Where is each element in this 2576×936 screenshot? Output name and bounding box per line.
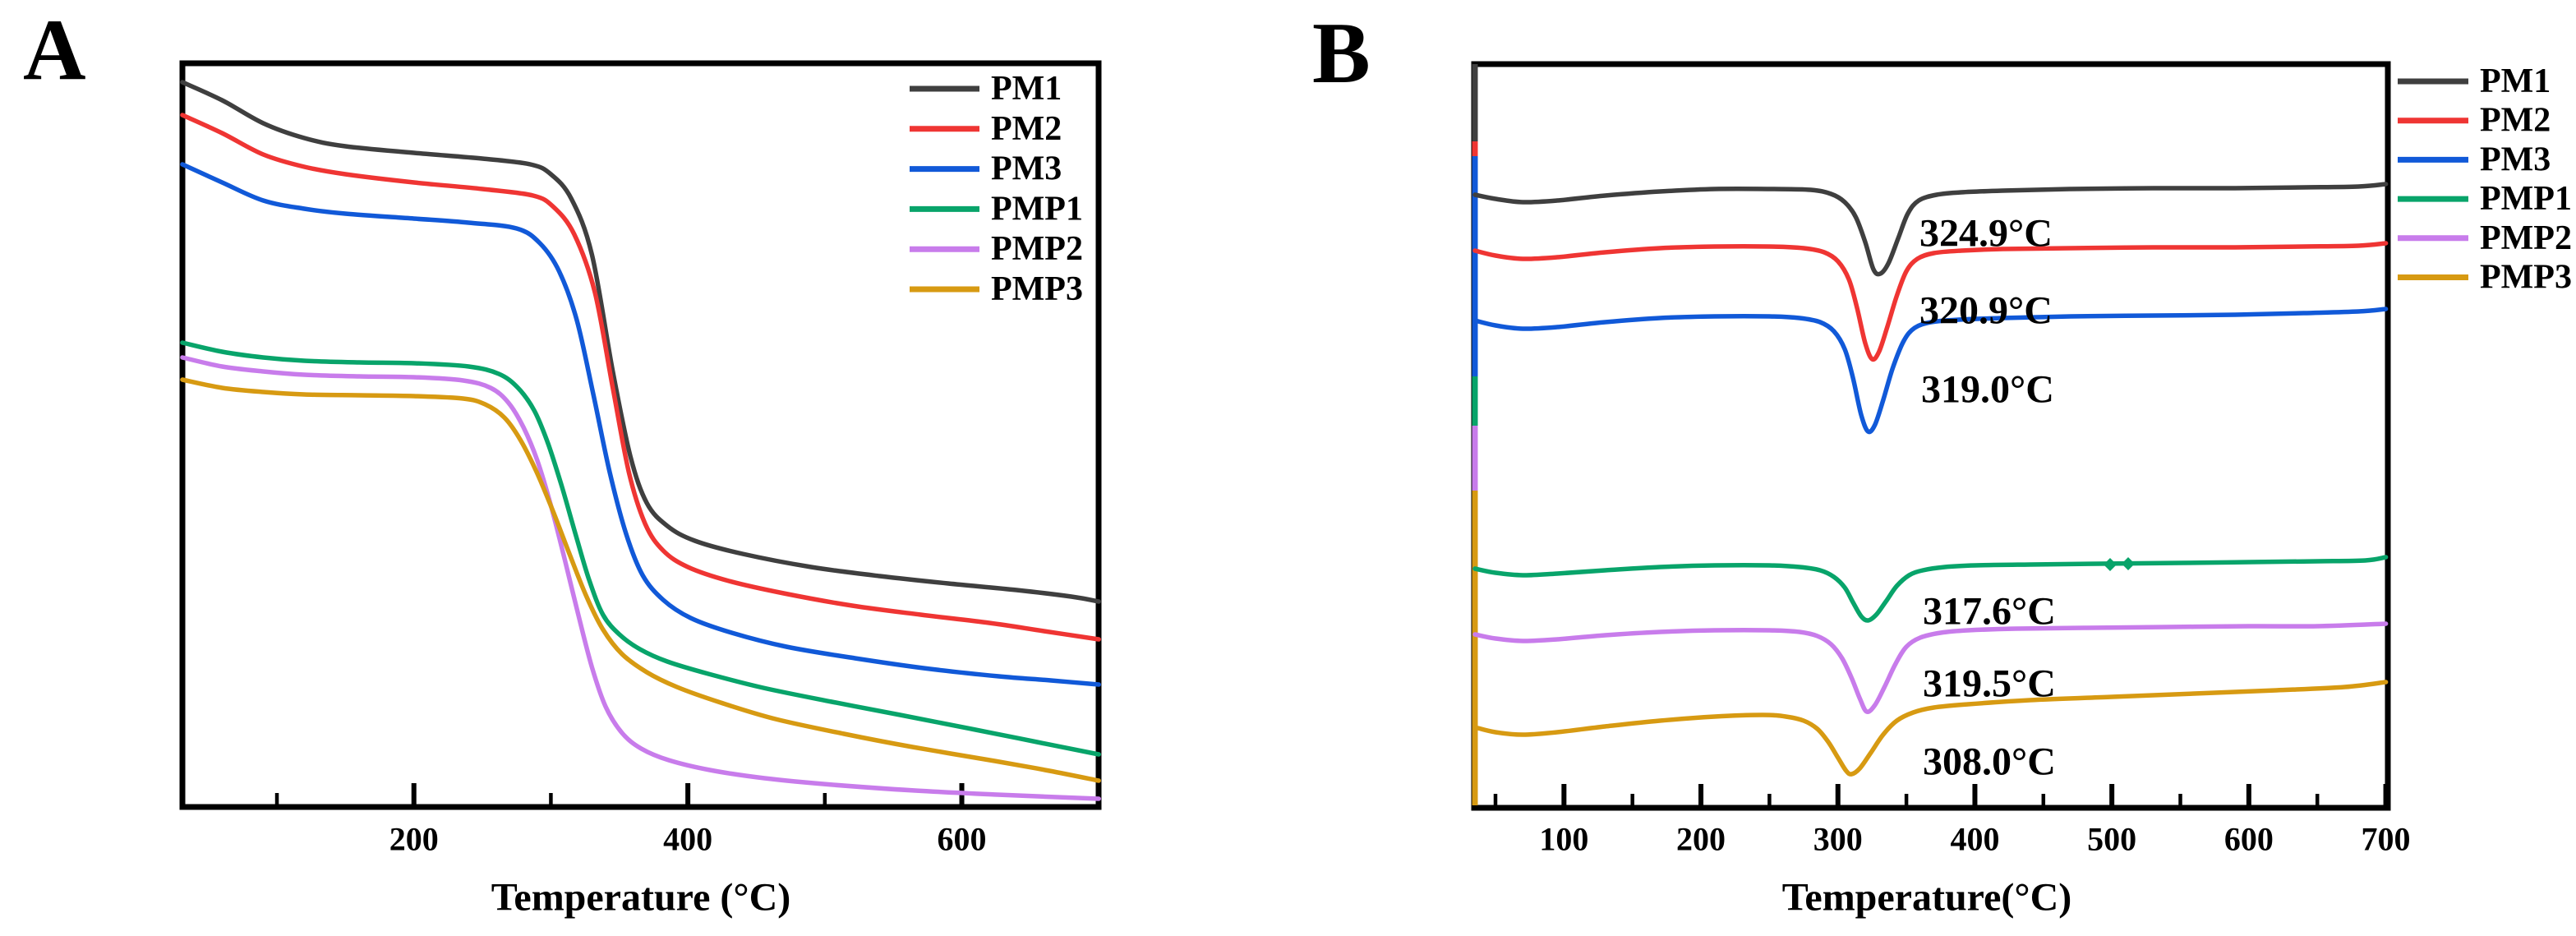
legend-label-B-PMP2: PMP2 — [2480, 219, 2572, 257]
legend-label-A-PM1: PM1 — [991, 70, 1062, 108]
peak-label-PMP1: 317.6°C — [1923, 590, 2056, 634]
legend-label-B-PMP1: PMP1 — [2480, 180, 2572, 218]
curve-PM2-panel-B — [1472, 241, 2389, 362]
panel-a-label: A — [23, 2, 86, 98]
x-tick-label-B-700: 700 — [2362, 821, 2411, 858]
legend-label-A-PMP3: PMP3 — [991, 270, 1083, 308]
legend-label-A-PMP2: PMP2 — [991, 230, 1083, 268]
peak-label-PM3: 319.0°C — [1921, 368, 2054, 412]
x-tick-label-B-300: 300 — [1813, 821, 1863, 858]
curve-PMP2-panel-A — [180, 355, 1101, 801]
curve-PMP3-panel-B — [1472, 680, 2389, 777]
x-tick-label-B-100: 100 — [1539, 821, 1588, 858]
legend-label-A-PMP1: PMP1 — [991, 190, 1083, 228]
curve-PM1-panel-A — [180, 80, 1101, 604]
x-tick-label-A-600: 600 — [938, 821, 987, 858]
x-tick-label-B-500: 500 — [2087, 821, 2136, 858]
legend-label-A-PM2: PM2 — [991, 110, 1062, 148]
peak-label-PM1: 324.9°C — [1919, 212, 2053, 256]
curve-PMP1-panel-B — [1472, 555, 2389, 623]
curve-PMP2-panel-B — [1472, 621, 2389, 714]
x-tick-label-B-400: 400 — [1950, 821, 1999, 858]
legend-label-A-PM3: PM3 — [991, 150, 1062, 188]
x-tick-label-B-200: 200 — [1676, 821, 1726, 858]
x-tick-label-A-200: 200 — [389, 821, 439, 858]
curve-PM1-panel-B — [1472, 182, 2389, 277]
legend-label-B-PM2: PM2 — [2480, 102, 2551, 140]
marker-PMP1-0 — [2104, 558, 2117, 571]
curve-PM3-panel-A — [180, 162, 1101, 687]
marker-PMP1-1 — [2122, 557, 2135, 570]
x-axis-title-panel-a: Temperature (°C) — [491, 875, 791, 920]
peak-label-PM2: 320.9°C — [1919, 289, 2053, 333]
plot-border-A — [179, 60, 1102, 810]
curve-PMP3-panel-A — [180, 377, 1101, 783]
curve-PM2-panel-A — [180, 113, 1101, 642]
legend-label-B-PM3: PM3 — [2480, 141, 2551, 178]
curve-PMP1-panel-A — [180, 340, 1101, 757]
panel-b-label: B — [1312, 5, 1371, 101]
legend-label-B-PM1: PM1 — [2480, 62, 2551, 100]
peak-label-PMP3: 308.0°C — [1923, 740, 2056, 784]
curve-PM3-panel-B — [1472, 307, 2389, 435]
x-axis-title-panel-b: Temperature(°C) — [1781, 875, 2072, 920]
peak-label-PMP2: 319.5°C — [1923, 662, 2056, 706]
x-tick-label-B-600: 600 — [2224, 821, 2274, 858]
legend-label-B-PMP3: PMP3 — [2480, 259, 2572, 297]
x-tick-label-A-400: 400 — [663, 821, 712, 858]
